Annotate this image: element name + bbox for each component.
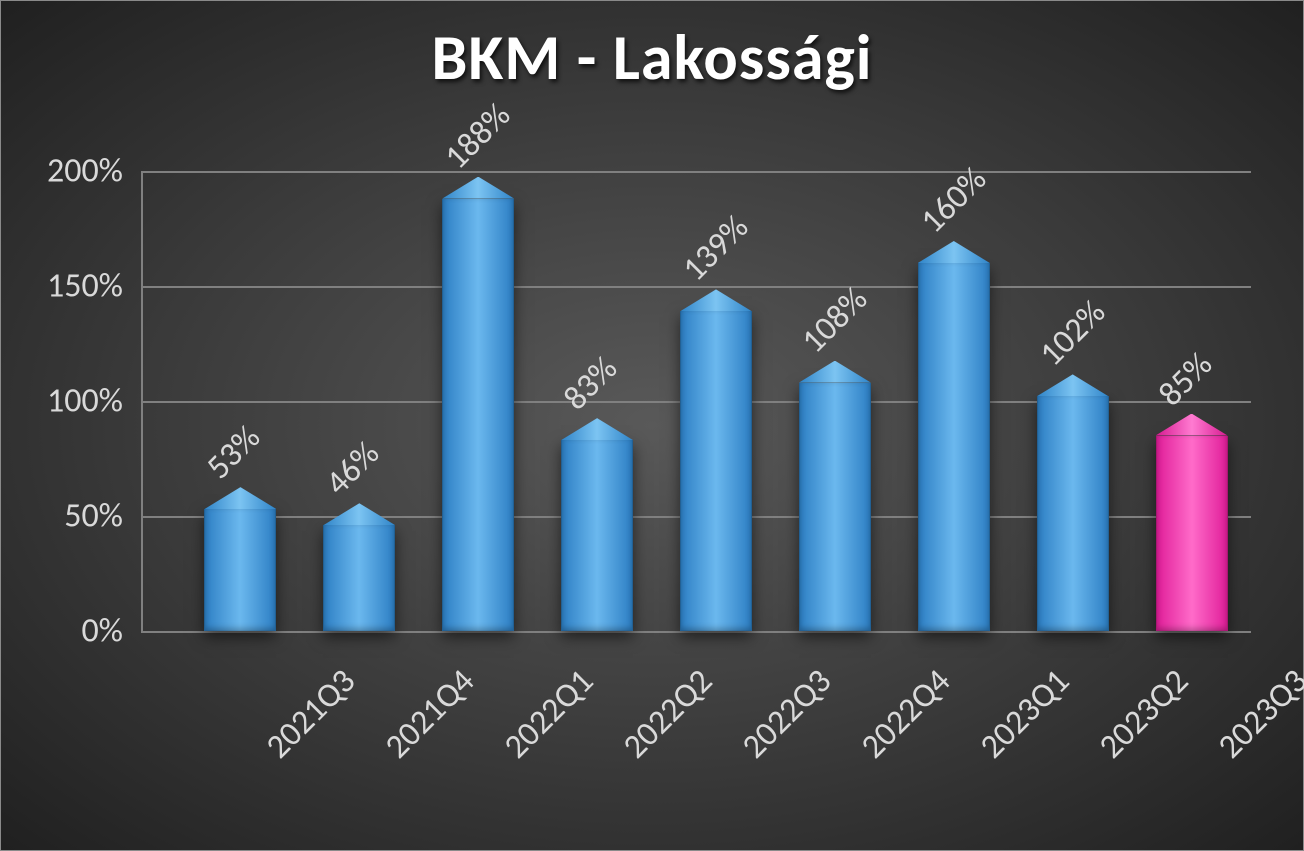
- bar-bevel-top: [561, 418, 633, 440]
- category-label: 2023Q2: [1091, 661, 1197, 767]
- y-tick-label: 150%: [47, 266, 123, 307]
- category-label: 2023Q3: [1210, 661, 1304, 767]
- bar-bevel-top: [204, 487, 276, 509]
- chart-frame: BKM - Lakossági 0%50%100%150%200% 53%202…: [0, 0, 1304, 851]
- bar-slot: 85%2023Q3: [1132, 436, 1251, 632]
- bar-value-label: 160%: [912, 159, 995, 242]
- bar: 160%: [918, 263, 990, 631]
- category-label: 2021Q4: [377, 661, 483, 767]
- category-label: 2022Q1: [496, 661, 602, 767]
- y-tick-label: 0%: [81, 611, 123, 652]
- category-label: 2022Q4: [853, 661, 959, 767]
- bar-slot: 160%2023Q1: [894, 263, 1013, 631]
- bar-value-label: 85%: [1150, 344, 1221, 415]
- bar-value-label: 83%: [555, 348, 626, 419]
- bar-value-label: 139%: [674, 207, 757, 290]
- bar-bevel-top: [799, 361, 871, 383]
- bar: 108%: [799, 383, 871, 631]
- bar-slot: 108%2022Q4: [775, 383, 894, 631]
- gridline: [141, 631, 1251, 633]
- bar: 46%: [323, 525, 395, 631]
- bar: 85%: [1156, 436, 1228, 632]
- bar-slot: 46%2021Q4: [300, 525, 419, 631]
- y-tick-label: 100%: [47, 381, 123, 422]
- bar-value-label: 102%: [1031, 292, 1114, 375]
- bars-container: 53%2021Q346%2021Q4188%2022Q183%2022Q2139…: [181, 171, 1251, 631]
- bar-slot: 102%2023Q2: [1013, 396, 1132, 631]
- bar-bevel-top: [442, 177, 514, 199]
- bar-slot: 139%2022Q3: [657, 311, 776, 631]
- category-label: 2022Q2: [615, 661, 721, 767]
- bar-value-label: 188%: [436, 95, 519, 178]
- category-label: 2021Q3: [258, 661, 364, 767]
- bar: 53%: [204, 509, 276, 631]
- bar: 83%: [561, 440, 633, 631]
- bar: 102%: [1037, 396, 1109, 631]
- category-label: 2023Q1: [972, 661, 1078, 767]
- bar-slot: 83%2022Q2: [538, 440, 657, 631]
- bar-value-label: 53%: [199, 417, 270, 488]
- bar-value-label: 108%: [793, 279, 876, 362]
- y-tick-label: 50%: [64, 496, 123, 537]
- bar-bevel-top: [323, 503, 395, 525]
- y-tick-label: 200%: [47, 151, 123, 192]
- chart-title: BKM - Lakossági: [1, 19, 1303, 97]
- bar-bevel-top: [918, 241, 990, 263]
- bar-slot: 53%2021Q3: [181, 509, 300, 631]
- bar-bevel-top: [680, 289, 752, 311]
- bar-slot: 188%2022Q1: [419, 199, 538, 631]
- bar-value-label: 46%: [318, 433, 389, 504]
- category-label: 2022Q3: [734, 661, 840, 767]
- bar-bevel-top: [1156, 414, 1228, 436]
- plot-area: 0%50%100%150%200% 53%2021Q346%2021Q4188%…: [141, 171, 1261, 631]
- bar: 188%: [442, 199, 514, 631]
- bar: 139%: [680, 311, 752, 631]
- bar-bevel-top: [1037, 374, 1109, 396]
